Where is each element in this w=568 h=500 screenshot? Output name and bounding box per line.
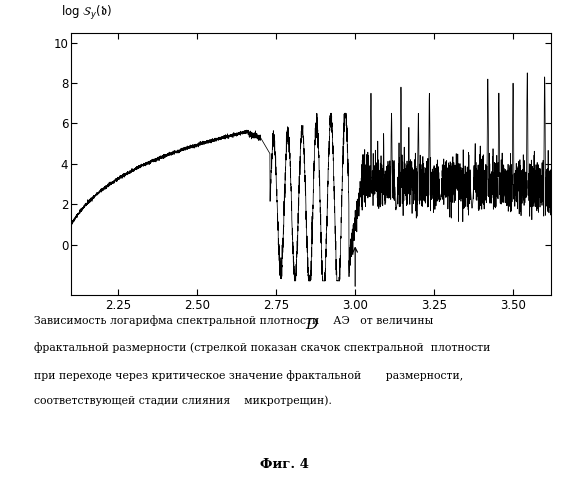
Text: фрактальной размерности (стрелкой показан скачок спектральной  плотности: фрактальной размерности (стрелкой показа…: [34, 342, 490, 353]
X-axis label: D: D: [305, 318, 317, 332]
Text: Фиг. 4: Фиг. 4: [260, 458, 308, 470]
Text: при переходе через критическое значение фрактальной       размерности,: при переходе через критическое значение …: [34, 370, 463, 381]
Text: $\log\,\mathcal{S}_y(\mathfrak{d})$: $\log\,\mathcal{S}_y(\mathfrak{d})$: [61, 4, 112, 22]
Text: соответствующей стадии слияния    микротрещин).: соответствующей стадии слияния микротрещ…: [34, 395, 332, 406]
Text: Зависимость логарифма спектральной плотности    АЭ   от величины: Зависимость логарифма спектральной плотн…: [34, 315, 433, 326]
